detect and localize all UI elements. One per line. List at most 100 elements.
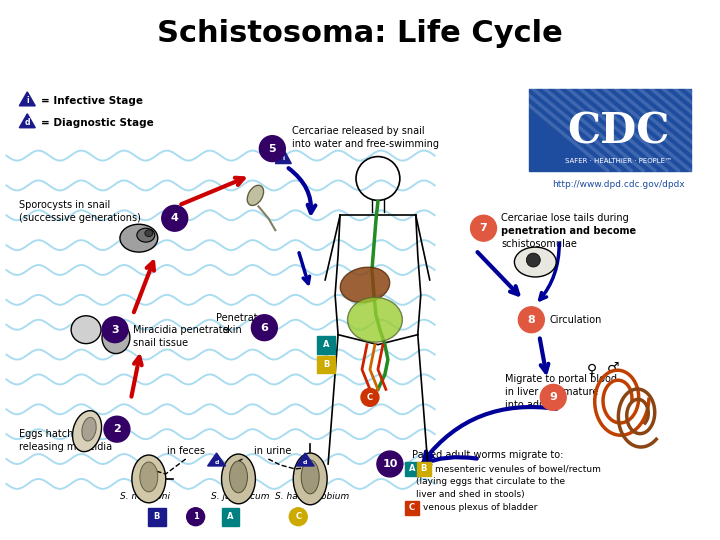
Text: i: i xyxy=(282,156,284,161)
Text: penetration and become: penetration and become xyxy=(501,226,636,236)
Text: venous plexus of bladder: venous plexus of bladder xyxy=(423,503,537,512)
Ellipse shape xyxy=(120,224,158,252)
Circle shape xyxy=(162,205,188,231)
FancyBboxPatch shape xyxy=(148,508,166,525)
Text: 6: 6 xyxy=(261,323,269,333)
Text: http://www.dpd.cdc.gov/dpdx: http://www.dpd.cdc.gov/dpdx xyxy=(552,180,685,189)
FancyBboxPatch shape xyxy=(318,355,335,374)
Ellipse shape xyxy=(341,267,390,302)
Text: schistosomulae: schistosomulae xyxy=(501,239,577,249)
Circle shape xyxy=(526,253,540,267)
Circle shape xyxy=(102,317,128,342)
Polygon shape xyxy=(19,114,35,128)
Text: Schistosoma: Life Cycle: Schistosoma: Life Cycle xyxy=(157,19,563,48)
Text: in urine: in urine xyxy=(253,446,291,456)
Ellipse shape xyxy=(348,298,402,342)
Circle shape xyxy=(259,136,285,161)
Polygon shape xyxy=(296,453,314,466)
Text: A: A xyxy=(228,512,234,521)
FancyBboxPatch shape xyxy=(405,462,419,476)
Text: Circulation: Circulation xyxy=(549,315,602,325)
Text: B: B xyxy=(420,464,427,474)
Ellipse shape xyxy=(71,316,101,343)
Polygon shape xyxy=(19,92,35,106)
Text: S. japonicum: S. japonicum xyxy=(211,492,270,501)
Text: C: C xyxy=(409,503,415,512)
Circle shape xyxy=(361,388,379,406)
Circle shape xyxy=(377,451,402,477)
Text: (laying eggs that circulate to the: (laying eggs that circulate to the xyxy=(415,477,565,487)
Text: Penetrate: Penetrate xyxy=(215,313,264,323)
Text: into water and free-swimming: into water and free-swimming xyxy=(292,139,439,148)
Polygon shape xyxy=(275,148,292,164)
Ellipse shape xyxy=(73,410,102,451)
Text: SAFER · HEALTHIER · PEOPLE™: SAFER · HEALTHIER · PEOPLE™ xyxy=(564,158,672,164)
Circle shape xyxy=(251,315,277,341)
FancyBboxPatch shape xyxy=(318,336,335,354)
Text: d: d xyxy=(215,460,219,464)
Ellipse shape xyxy=(82,417,96,441)
FancyBboxPatch shape xyxy=(222,508,240,525)
Text: B: B xyxy=(323,360,329,369)
Ellipse shape xyxy=(293,453,327,505)
Text: (successive generations): (successive generations) xyxy=(19,213,141,223)
Text: liver and shed in stools): liver and shed in stools) xyxy=(415,490,524,500)
Ellipse shape xyxy=(222,454,256,504)
Ellipse shape xyxy=(137,228,155,242)
Circle shape xyxy=(104,416,130,442)
Text: d: d xyxy=(24,118,30,127)
Text: d: d xyxy=(303,460,307,464)
Text: mesenteric venules of bowel/rectum: mesenteric venules of bowel/rectum xyxy=(435,464,600,474)
Circle shape xyxy=(471,215,497,241)
Text: into adults: into adults xyxy=(505,400,557,410)
Text: = Infective Stage: = Infective Stage xyxy=(41,96,143,106)
Ellipse shape xyxy=(514,247,557,277)
Text: 3: 3 xyxy=(111,325,119,335)
Text: = Diagnostic Stage: = Diagnostic Stage xyxy=(41,118,154,128)
FancyBboxPatch shape xyxy=(405,501,419,515)
Text: Eggs hatch: Eggs hatch xyxy=(19,429,73,439)
Circle shape xyxy=(518,307,544,333)
Text: in liver and mature: in liver and mature xyxy=(505,387,599,397)
Ellipse shape xyxy=(230,461,248,493)
Text: 2: 2 xyxy=(113,424,121,434)
Ellipse shape xyxy=(102,322,130,354)
Text: 1: 1 xyxy=(193,512,199,521)
Text: ♂: ♂ xyxy=(607,361,619,375)
Text: in feces: in feces xyxy=(166,446,204,456)
Ellipse shape xyxy=(145,230,153,237)
Polygon shape xyxy=(207,453,225,466)
Circle shape xyxy=(289,508,307,525)
Text: snail tissue: snail tissue xyxy=(133,338,188,348)
Text: Miracidia penetrate: Miracidia penetrate xyxy=(133,325,228,335)
Text: 10: 10 xyxy=(382,459,397,469)
Text: Paired adult worms migrate to:: Paired adult worms migrate to: xyxy=(412,450,563,460)
Ellipse shape xyxy=(301,460,319,494)
Text: C: C xyxy=(367,393,373,402)
Text: 8: 8 xyxy=(528,315,535,325)
Circle shape xyxy=(186,508,204,525)
Text: C: C xyxy=(295,512,301,521)
Text: Cercariae lose tails during: Cercariae lose tails during xyxy=(501,213,629,223)
Text: Cercariae released by snail: Cercariae released by snail xyxy=(292,126,425,136)
Text: CDC: CDC xyxy=(567,110,670,152)
Text: releasing miracidia: releasing miracidia xyxy=(19,442,112,452)
Text: 7: 7 xyxy=(480,223,487,233)
FancyBboxPatch shape xyxy=(417,462,431,476)
FancyBboxPatch shape xyxy=(529,89,690,171)
Text: S. haematobium: S. haematobium xyxy=(275,492,349,501)
Text: B: B xyxy=(153,512,160,521)
Text: S. mansoni: S. mansoni xyxy=(120,492,170,501)
Text: A: A xyxy=(408,464,415,474)
Ellipse shape xyxy=(112,319,126,336)
Text: 4: 4 xyxy=(171,213,179,223)
Ellipse shape xyxy=(132,455,166,503)
Text: ♀: ♀ xyxy=(587,362,597,376)
Text: 5: 5 xyxy=(269,144,276,153)
Ellipse shape xyxy=(247,185,264,206)
Text: i: i xyxy=(26,96,29,105)
Circle shape xyxy=(540,384,566,410)
Text: Migrate to portal blood: Migrate to portal blood xyxy=(505,374,618,384)
Text: Sporocysts in snail: Sporocysts in snail xyxy=(19,200,111,211)
Text: 9: 9 xyxy=(549,393,557,402)
